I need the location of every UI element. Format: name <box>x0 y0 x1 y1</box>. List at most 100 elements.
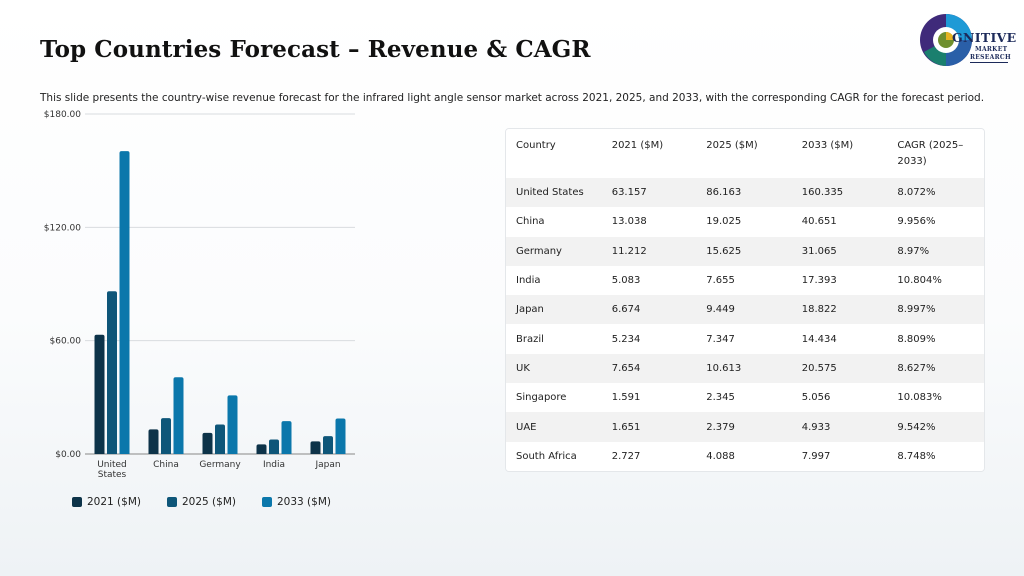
table-cell: Brazil <box>506 324 602 354</box>
table-cell: 18.822 <box>791 295 888 325</box>
x-tick-label: States <box>98 470 127 480</box>
logo-line1: MARKET <box>975 46 1008 53</box>
table-cell: 2.727 <box>601 441 697 471</box>
revenue-bar-chart: $0.00 $60.00 $120.00 $180.00 United States Chi… <box>30 104 370 524</box>
x-tick-label: China <box>153 460 179 470</box>
x-tick-label: United <box>97 460 127 470</box>
table-cell: Japan <box>506 295 602 325</box>
header-2021: 2021 ($M) <box>601 129 697 178</box>
table-cell: 8.97% <box>887 236 984 266</box>
table-cell: 15.625 <box>696 236 792 266</box>
table-cell: 5.083 <box>601 265 697 296</box>
table-cell: 7.997 <box>791 441 888 471</box>
table-cell: 10.613 <box>696 353 792 384</box>
table-cell: 160.335 <box>791 178 888 208</box>
table-row: Singapore 1.591 2.345 5.056 10.083% <box>506 383 984 413</box>
table-row: UAE 1.651 2.379 4.933 9.542% <box>506 412 984 442</box>
table-cell: China <box>506 207 602 237</box>
bar <box>148 429 159 454</box>
table-cell: 11.212 <box>601 236 697 266</box>
table-row: India 5.083 7.655 17.393 10.804% <box>506 265 984 296</box>
x-tick-label: Germany <box>199 460 241 470</box>
table-cell: 10.804% <box>887 265 984 296</box>
legend-item-2025: 2025 ($M) <box>167 496 236 508</box>
table-cell: 5.056 <box>791 383 888 413</box>
header-2033: 2033 ($M) <box>791 129 888 178</box>
legend-swatch-2033 <box>262 497 272 507</box>
table-cell: UK <box>506 353 602 384</box>
logo-brand-text: GNITIVE <box>952 30 1017 45</box>
table-cell: 14.434 <box>791 324 888 354</box>
table-cell: 1.651 <box>601 412 697 442</box>
table-cell: United States <box>506 178 602 208</box>
table-cell: 4.088 <box>696 441 792 471</box>
table-row: South Africa 2.727 4.088 7.997 8.748% <box>506 441 984 471</box>
bar <box>94 334 105 454</box>
forecast-table: Country 2021 ($M) 2025 ($M) 2033 ($M) CA… <box>506 129 984 471</box>
table-cell: 9.542% <box>887 412 984 442</box>
table-cell: India <box>506 265 602 296</box>
table-cell: 8.809% <box>887 324 984 354</box>
table-cell: 5.234 <box>601 324 697 354</box>
logo-mark-icon <box>920 14 972 66</box>
x-tick-label: India <box>263 460 285 470</box>
bar <box>269 439 279 454</box>
y-tick-label: $120.00 <box>44 223 81 233</box>
bar <box>215 424 225 454</box>
table-cell: 1.591 <box>601 383 697 413</box>
bar <box>335 418 346 454</box>
bar <box>173 377 184 454</box>
table-cell: 40.651 <box>791 207 888 237</box>
table-cell: 4.933 <box>791 412 888 442</box>
legend-label-2021: 2021 ($M) <box>87 496 141 508</box>
header-country: Country <box>506 129 602 178</box>
logo-line2: RESEARCH <box>970 54 1011 61</box>
legend-item-2033: 2033 ($M) <box>262 496 331 508</box>
table-cell: 63.157 <box>601 178 697 208</box>
bar <box>161 418 171 454</box>
logo-rule <box>970 62 1008 63</box>
table-cell: 8.748% <box>887 441 984 471</box>
header-cagr: CAGR (2025–2033) <box>887 129 984 178</box>
legend-swatch-2025 <box>167 497 177 507</box>
legend-swatch-2021 <box>72 497 82 507</box>
chart-legend: 2021 ($M) 2025 ($M) 2033 ($M) <box>72 496 331 508</box>
table-row: Brazil 5.234 7.347 14.434 8.809% <box>506 324 984 354</box>
x-tick-label: Japan <box>314 460 340 470</box>
forecast-table-container: Country 2021 ($M) 2025 ($M) 2033 ($M) CA… <box>505 128 985 472</box>
company-logo: GNITIVE MARKET RESEARCH <box>918 12 1017 72</box>
bar <box>202 432 213 454</box>
table-cell: 7.655 <box>696 265 792 296</box>
table-cell: 2.379 <box>696 412 792 442</box>
legend-item-2021: 2021 ($M) <box>72 496 141 508</box>
y-tick-label: $180.00 <box>44 110 81 120</box>
table-row: Germany 11.212 15.625 31.065 8.97% <box>506 236 984 266</box>
y-tick-label: $0.00 <box>55 450 81 460</box>
table-cell: Germany <box>506 236 602 266</box>
table-cell: 8.072% <box>887 178 984 208</box>
table-cell: 9.449 <box>696 295 792 325</box>
bar <box>107 291 117 454</box>
table-cell: 6.674 <box>601 295 697 325</box>
bar <box>310 441 321 454</box>
table-cell: 10.083% <box>887 383 984 413</box>
table-cell: UAE <box>506 412 602 442</box>
table-cell: 8.997% <box>887 295 984 325</box>
bar <box>227 395 238 454</box>
table-header-row: Country 2021 ($M) 2025 ($M) 2033 ($M) CA… <box>506 129 984 178</box>
table-cell: 13.038 <box>601 207 697 237</box>
bar <box>256 444 267 454</box>
bar <box>281 421 292 454</box>
table-cell: 8.627% <box>887 353 984 384</box>
table-cell: Singapore <box>506 383 602 413</box>
table-cell: 7.347 <box>696 324 792 354</box>
legend-label-2033: 2033 ($M) <box>277 496 331 508</box>
table-cell: 86.163 <box>696 178 792 208</box>
table-cell: 20.575 <box>791 353 888 384</box>
table-cell: 17.393 <box>791 265 888 296</box>
table-row: United States 63.157 86.163 160.335 8.072% <box>506 178 984 208</box>
table-row: China 13.038 19.025 40.651 9.956% <box>506 207 984 237</box>
table-cell: 9.956% <box>887 207 984 237</box>
bar <box>119 151 130 454</box>
